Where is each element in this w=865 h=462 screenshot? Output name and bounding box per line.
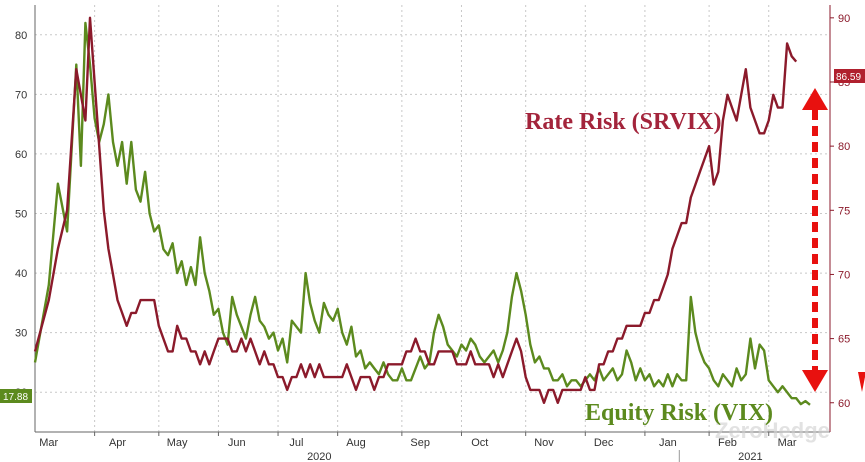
gridlines xyxy=(35,5,830,432)
x-tick-label: May xyxy=(167,437,188,449)
x-tick-label: Nov xyxy=(534,437,554,449)
x-tick-label: Jul xyxy=(289,437,303,449)
vix-last-flag: 17.88 xyxy=(0,389,32,403)
right-tick-label: 90 xyxy=(838,13,850,25)
left-tick-label: 30 xyxy=(15,328,27,340)
x-tick-label: Mar xyxy=(778,437,797,449)
srvix-last-flag-bg xyxy=(834,69,865,83)
spread-arrow xyxy=(802,88,865,392)
right-tick-label: 65 xyxy=(838,334,850,346)
spread-arrow-down-head xyxy=(802,370,828,392)
watermark: ZeroHedge xyxy=(715,418,830,443)
x-tick-label: Apr xyxy=(109,437,126,449)
left-y-axis: 20304050607080 xyxy=(15,5,36,432)
right-tick-label: 70 xyxy=(838,269,850,281)
x-tick-label: Dec xyxy=(594,437,614,449)
x-tick-label: Oct xyxy=(471,437,488,449)
x-tick-label: Feb xyxy=(718,437,737,449)
right-tick-label: 75 xyxy=(838,205,850,217)
year-label: 2021 xyxy=(738,451,762,462)
equity-risk-label: Equity Risk (VIX) xyxy=(585,400,773,426)
right-y-axis: 60657075808590 xyxy=(829,5,850,432)
spread-arrow-up-head xyxy=(802,88,828,110)
left-tick-label: 50 xyxy=(15,209,27,221)
rate-risk-label: Rate Risk (SRVIX) xyxy=(525,109,722,135)
srvix-last-value: 86.59 xyxy=(836,72,861,83)
left-tick-label: 70 xyxy=(15,89,27,101)
series-lines xyxy=(33,16,811,406)
left-tick-label: 40 xyxy=(15,268,27,280)
year-label: 2020 xyxy=(307,451,331,462)
x-tick-label: Sep xyxy=(410,437,430,449)
vix-series-line xyxy=(33,21,811,406)
x-tick-label: Jan xyxy=(659,437,677,449)
right-tick-label: 80 xyxy=(838,141,850,153)
x-tick-label: Aug xyxy=(346,437,366,449)
right-tick-label: 60 xyxy=(838,398,850,410)
vix-last-flag-bg xyxy=(0,389,32,403)
x-axis: Mar Apr May Jun Jul Aug Sep Oct Nov Dec Jan Feb Mar 2… xyxy=(35,431,830,462)
x-tick-label: Mar xyxy=(39,437,58,449)
srvix-last-flag: 86.59 xyxy=(834,69,865,83)
x-tick-label: Jun xyxy=(228,437,246,449)
left-tick-label: 60 xyxy=(15,149,27,161)
spread-arrow-side-head xyxy=(858,372,865,392)
vix-last-value: 17.88 xyxy=(3,392,28,403)
left-tick-label: 80 xyxy=(15,30,27,42)
srvix-series-line xyxy=(33,16,798,404)
